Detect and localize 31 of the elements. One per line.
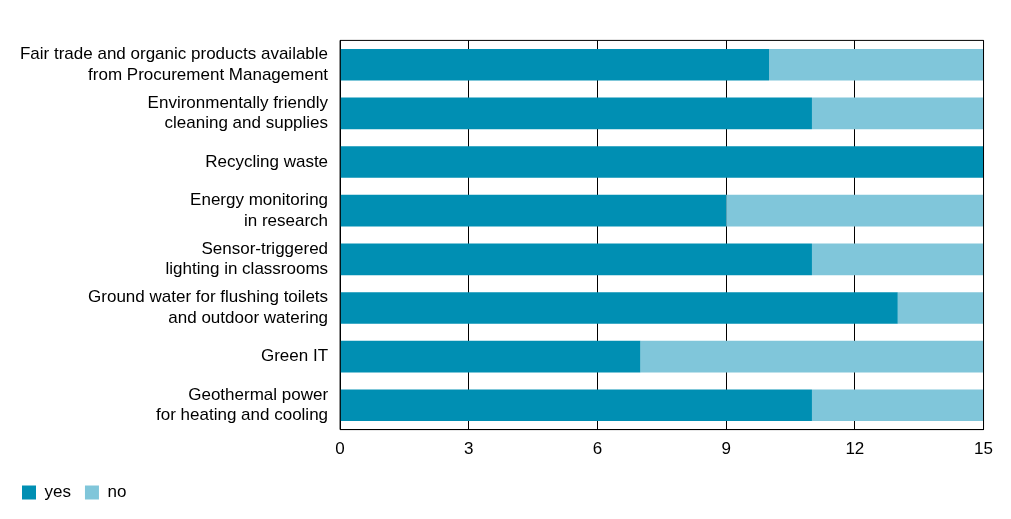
x-tick-label: 12 [845,439,865,459]
bar [340,48,770,81]
legend-label: no [107,482,127,502]
bar [811,97,984,130]
y-tick-label: Fair trade and organic products available from Procurement Management [19,44,329,84]
x-tick-label: 3 [464,439,474,459]
bar [811,389,984,422]
y-tick-label: Ground water for flushing toilets and outdoor watering [88,287,329,327]
bar [769,48,984,81]
bar [340,146,984,178]
bar [340,292,898,324]
x-tick-label: 9 [721,439,731,459]
x-tick-label: 15 [974,439,994,459]
bar [640,340,984,373]
x-tick-label: 6 [592,439,603,459]
y-tick-label: Geothermal power for heating and cooling [156,384,329,425]
bar [340,194,727,227]
y-tick-label: Recycling waste [205,151,329,171]
y-tick-label: Environmentally friendly cleaning and supplies [147,92,329,133]
bar [811,243,984,276]
y-tick-label: Energy monitoring in research [190,190,329,230]
bar [340,243,812,276]
y-tick-label: Sensor-triggered lighting in classrooms [165,238,329,279]
bar [897,292,984,324]
bar [340,340,641,373]
legend-label: yes [44,482,71,502]
bar [726,194,984,227]
bar [340,389,812,422]
bar [340,97,812,130]
x-tick-label: 0 [335,439,345,459]
y-tick-label: Green IT [260,346,329,366]
